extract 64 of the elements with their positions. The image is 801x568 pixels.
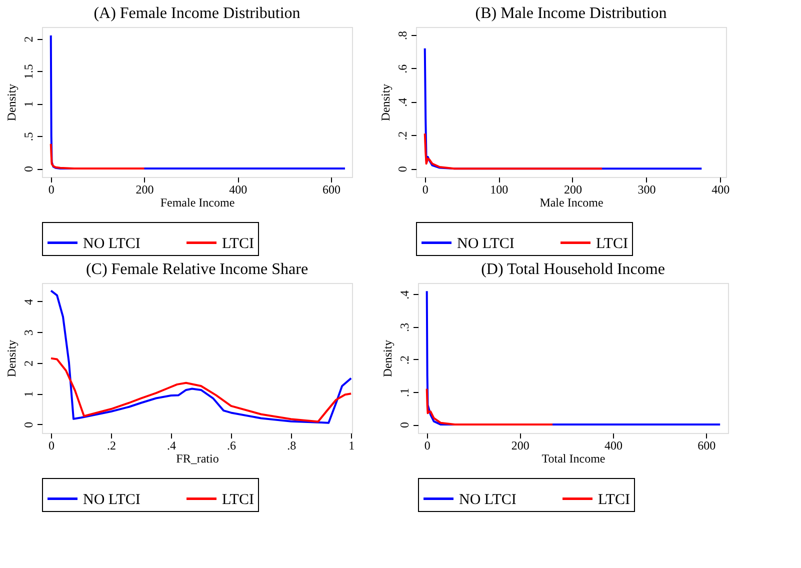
line-series	[50, 290, 352, 424]
x-axis-title: FR_ratio	[176, 452, 219, 466]
x-tick-label: 300	[638, 182, 656, 196]
x-tick-label: 400	[229, 182, 248, 196]
y-axis-title: Density	[378, 84, 392, 122]
x-tick-label: 100	[490, 182, 508, 196]
y-tick-label: .8	[396, 31, 410, 40]
legend-label: NO LTCI	[83, 236, 140, 252]
x-tick-label: 200	[564, 182, 582, 196]
y-tick-label: 2	[22, 36, 36, 42]
chart-title: (B) Male Income Distribution	[475, 5, 667, 22]
y-tick-label: .6	[396, 64, 410, 74]
y-tick-label: 0	[398, 422, 412, 428]
x-tick-label: .8	[287, 438, 296, 452]
y-tick-label: 0	[22, 166, 36, 172]
line-series	[424, 132, 603, 170]
y-tick-label: .2	[398, 355, 412, 364]
legend-label: LTCI	[598, 492, 630, 508]
chart-title: (A) Female Income Distribution	[94, 5, 300, 22]
y-tick-label: 1.5	[22, 64, 36, 80]
x-tick-label: .4	[167, 438, 176, 452]
legend-label: NO LTCI	[459, 492, 516, 508]
x-tick-label: 400	[712, 182, 730, 196]
y-tick-label: 3	[22, 330, 36, 336]
y-tick-label: 2	[22, 360, 36, 366]
y-axis-title: Density	[380, 340, 394, 378]
x-tick-label: .2	[107, 438, 116, 452]
chart-title: (D) Total Household Income	[481, 261, 665, 278]
y-tick-label: .2	[396, 131, 410, 140]
y-tick-label: 1	[22, 391, 36, 398]
y-axis-title: Density	[4, 84, 18, 122]
y-tick-label: 1	[22, 101, 36, 108]
legend-label: NO LTCI	[83, 492, 140, 508]
x-tick-label: 600	[322, 182, 340, 196]
y-axis-title: Density	[4, 340, 18, 378]
line-series	[50, 142, 146, 170]
legend-label: NO LTCI	[457, 236, 514, 252]
x-axis-title: Female Income	[160, 196, 235, 210]
y-tick-label: 4	[22, 298, 36, 305]
x-tick-label: 400	[604, 438, 623, 452]
line-series	[50, 357, 352, 423]
y-tick-label: 0	[22, 422, 36, 428]
x-tick-label: 200	[511, 438, 530, 452]
x-tick-label: .6	[227, 438, 236, 452]
x-tick-label: 600	[698, 438, 716, 452]
x-tick-label: 0	[48, 182, 54, 196]
x-axis-title: Total Income	[542, 452, 606, 466]
legend-label: LTCI	[222, 236, 254, 252]
y-tick-label: 0	[396, 166, 410, 172]
legend-label: LTCI	[222, 492, 254, 508]
x-tick-label: 1	[348, 438, 355, 452]
line-series	[426, 388, 554, 426]
x-tick-label: 0	[424, 438, 430, 452]
legend-label: LTCI	[596, 236, 628, 252]
y-tick-label: .4	[398, 290, 412, 300]
chart-title: (C) Female Relative Income Share	[86, 261, 308, 278]
y-tick-label: .5	[22, 132, 36, 142]
y-tick-label: .1	[398, 388, 412, 397]
y-tick-label: .4	[396, 98, 410, 107]
x-axis-title: Male Income	[540, 196, 604, 210]
y-tick-label: .3	[398, 322, 412, 332]
x-tick-label: 200	[136, 182, 154, 196]
x-tick-label: 0	[422, 182, 428, 196]
x-tick-label: 0	[48, 438, 55, 452]
